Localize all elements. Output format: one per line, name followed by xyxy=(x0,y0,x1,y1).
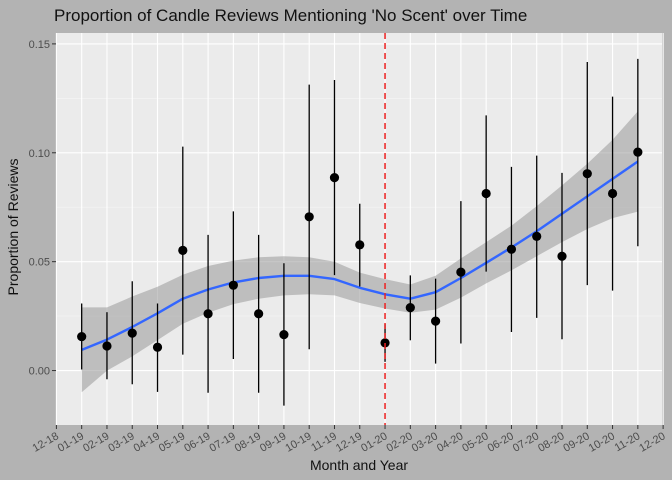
x-axis-title: Month and Year xyxy=(310,457,408,473)
data-point xyxy=(304,212,314,222)
data-point xyxy=(481,188,491,199)
data-point xyxy=(633,147,643,157)
point-layer xyxy=(77,147,643,352)
data-point xyxy=(456,267,466,277)
y-axis-title: Proportion of Reviews xyxy=(5,159,21,296)
data-point xyxy=(506,244,517,254)
y-tick-label: 0.10 xyxy=(29,148,50,160)
data-point xyxy=(532,231,542,242)
data-point xyxy=(77,331,87,342)
data-point xyxy=(203,309,213,319)
data-point xyxy=(607,188,618,199)
chart-title: Proportion of Candle Reviews Mentioning … xyxy=(54,6,527,25)
y-axis-ticks: 0.00 0.05 0.10 0.15 xyxy=(29,39,56,378)
confidence-ribbon-layer xyxy=(81,111,639,393)
data-point xyxy=(431,316,441,326)
data-point xyxy=(279,330,289,340)
data-point xyxy=(152,342,163,352)
data-point xyxy=(329,173,340,183)
data-point xyxy=(228,280,238,290)
data-point xyxy=(102,341,112,351)
data-point xyxy=(557,251,567,261)
y-tick-label: 0.15 xyxy=(29,39,50,51)
data-point xyxy=(127,328,137,338)
data-point xyxy=(178,245,188,255)
confidence-ribbon xyxy=(81,111,638,393)
data-point xyxy=(405,303,415,313)
data-point xyxy=(380,338,390,348)
y-tick-label: 0.00 xyxy=(29,366,50,378)
y-tick-label: 0.05 xyxy=(29,257,50,269)
smooth-line xyxy=(81,160,639,352)
data-point xyxy=(254,309,264,319)
data-point xyxy=(355,240,365,250)
data-point xyxy=(582,169,592,179)
